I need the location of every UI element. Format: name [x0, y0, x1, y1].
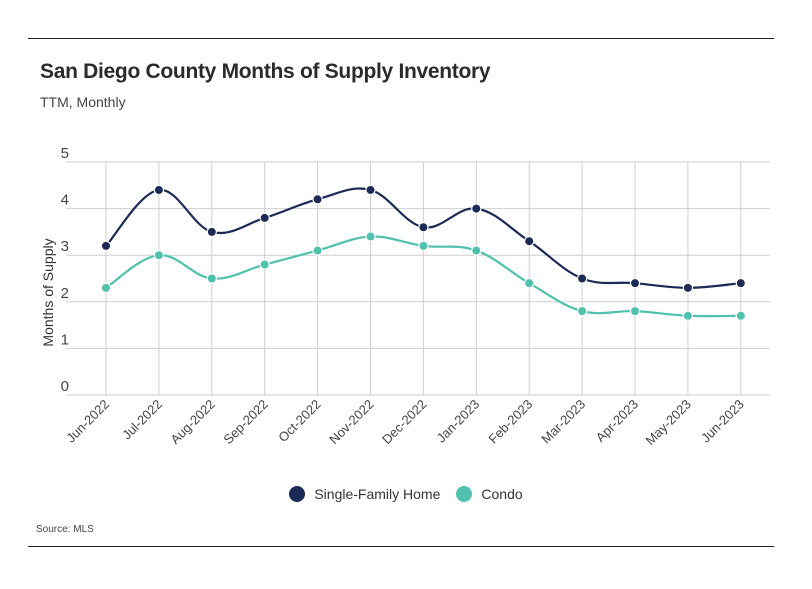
bottom-rule: [28, 546, 774, 547]
x-tick-label-Jun-2022: Jun-2022: [63, 397, 112, 446]
point-single-family-home-Jun-2023: [735, 277, 747, 289]
point-single-family-home-Jan-2023: [471, 203, 482, 214]
x-tick-label-Mar-2023: Mar-2023: [538, 397, 588, 447]
point-single-family-home-Dec-2022: [418, 222, 429, 233]
point-condo-Jun-2023: [735, 310, 747, 321]
point-single-family-home-Jun-2022: [100, 240, 112, 252]
chart-subtitle: TTM, Monthly: [40, 94, 126, 110]
legend-item-single-family[interactable]: Single-Family Home: [289, 486, 440, 502]
line-chart: 0 1 2 3 4 5 Jun-2022 Jul-2022 Aug-2022 Sep-2022 Oc…: [40, 145, 770, 448]
x-tick-label-Nov-2022: Nov-2022: [326, 397, 376, 447]
point-condo-Sep-2022: [259, 259, 270, 270]
chart-title: San Diego County Months of Supply Invent…: [40, 60, 491, 83]
source-note: Source: MLS: [36, 524, 94, 535]
point-condo-Oct-2022: [312, 245, 323, 256]
x-tick-label-Dec-2022: Dec-2022: [379, 397, 429, 447]
x-tick-label-Jan-2023: Jan-2023: [433, 397, 482, 446]
y-tick-label-1: 1: [61, 331, 69, 348]
y-tick-label-5: 5: [61, 145, 69, 162]
point-condo-Feb-2023: [524, 277, 535, 289]
point-condo-Nov-2022: [365, 231, 376, 242]
x-tick-label-Oct-2022: Oct-2022: [275, 397, 323, 445]
x-tick-label-May-2023: May-2023: [643, 397, 694, 448]
legend-swatch-single-family: [289, 486, 306, 502]
point-single-family-home-Mar-2023: [576, 273, 588, 284]
x-tick-label-Sep-2022: Sep-2022: [220, 397, 270, 447]
legend-label-single-family: Single-Family Home: [314, 486, 441, 502]
x-tick-label-Jul-2022: Jul-2022: [119, 397, 165, 443]
x-tick-label-Apr-2023: Apr-2023: [593, 397, 641, 445]
legend: Single-Family Home Condo: [0, 486, 812, 502]
y-tick-label-3: 3: [61, 238, 69, 255]
x-tick-label-Feb-2023: Feb-2023: [485, 397, 535, 447]
point-single-family-home-Nov-2022: [365, 184, 376, 196]
point-condo-Mar-2023: [576, 305, 588, 317]
y-tick-label-4: 4: [61, 192, 69, 209]
point-single-family-home-Apr-2023: [629, 277, 641, 289]
point-single-family-home-Oct-2022: [312, 194, 323, 205]
legend-item-condo[interactable]: Condo: [456, 486, 523, 502]
legend-swatch-condo: [456, 486, 473, 502]
point-single-family-home-Jul-2022: [153, 184, 165, 196]
point-condo-Dec-2022: [418, 240, 429, 252]
top-rule: [28, 38, 774, 39]
point-single-family-home-Aug-2022: [206, 226, 217, 238]
y-tick-label-2: 2: [61, 285, 69, 302]
point-condo-Jun-2022: [100, 282, 112, 294]
point-single-family-home-May-2023: [682, 282, 694, 294]
point-single-family-home-Feb-2023: [524, 236, 535, 247]
point-single-family-home-Sep-2022: [259, 212, 270, 224]
legend-label-condo: Condo: [481, 486, 523, 502]
point-condo-Jan-2023: [471, 245, 482, 256]
point-condo-Apr-2023: [629, 305, 641, 317]
point-condo-Aug-2022: [206, 273, 217, 284]
x-tick-label-Jun-2023: Jun-2023: [698, 397, 747, 446]
y-tick-label-0: 0: [61, 378, 69, 395]
point-condo-May-2023: [682, 310, 694, 321]
point-condo-Jul-2022: [153, 249, 165, 261]
y-axis-title: Months of Supply: [40, 238, 56, 346]
x-tick-label-Aug-2022: Aug-2022: [167, 397, 217, 447]
